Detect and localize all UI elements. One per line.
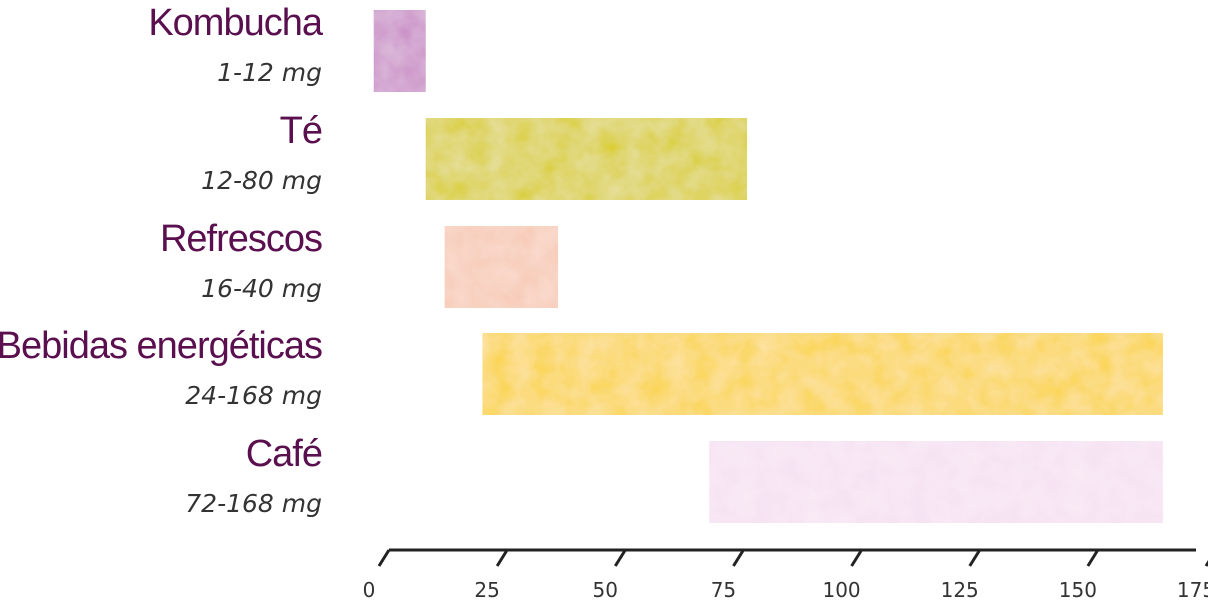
x-tick-label-75: 75: [711, 578, 736, 600]
x-tick-100: [850, 549, 863, 567]
bars-group: [373, 10, 1163, 523]
category-label-refrescos: Refrescos: [159, 218, 323, 260]
x-tick-50: [614, 549, 627, 567]
bar-te: [425, 118, 748, 200]
category-label-bebidas-energeticas: Bebidas energéticas: [0, 325, 323, 367]
range-label-refrescos: 16-40 mg: [201, 274, 322, 303]
x-tick-label-175: 175: [1177, 578, 1208, 600]
range-label-kombucha: 1-12 mg: [217, 58, 322, 87]
bar-bebidas-energeticas: [482, 333, 1163, 415]
category-label-te: Té: [279, 110, 323, 152]
x-tick-25: [495, 549, 509, 567]
x-tick-label-150: 150: [1059, 578, 1097, 600]
range-label-bebidas-energeticas: 24-168 mg: [185, 381, 322, 410]
x-tick-label-0: 0: [363, 578, 376, 600]
x-tick-125: [968, 549, 981, 567]
range-label-cafe: 72-168 mg: [185, 489, 322, 518]
x-tick-0: [377, 549, 391, 567]
bar-cafe: [709, 441, 1163, 523]
category-label-cafe: Café: [245, 433, 323, 475]
x-tick-label-25: 25: [474, 578, 499, 600]
category-label-kombucha: Kombucha: [148, 2, 323, 44]
range-label-te: 12-80 mg: [201, 166, 322, 195]
x-tick-label-125: 125: [941, 578, 979, 600]
bar-kombucha: [373, 10, 426, 92]
x-tick-label-50: 50: [593, 578, 618, 600]
x-tick-150: [1086, 549, 1100, 567]
x-tick-label-100: 100: [822, 578, 860, 600]
x-tick-75: [732, 549, 745, 567]
bar-refrescos: [444, 226, 559, 308]
x-axis: 0 25 50 75 100 125 150 175: [363, 548, 1208, 600]
